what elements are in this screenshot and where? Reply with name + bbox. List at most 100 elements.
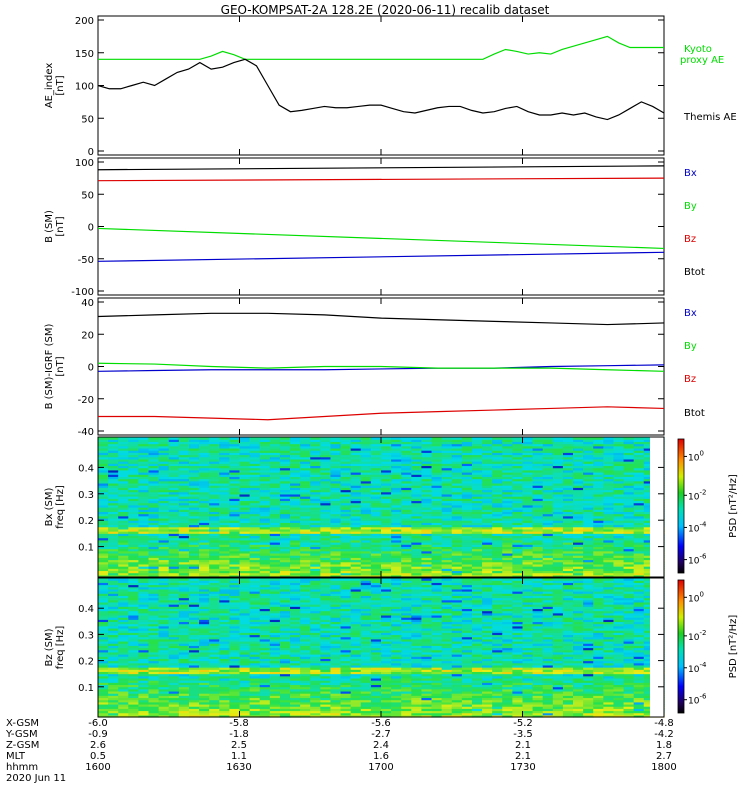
heatmap-cell [138,566,150,569]
heatmap-cell [209,680,220,683]
heatmap-cell [381,472,392,475]
heatmap-cell [98,443,109,447]
heatmap-cell [209,662,220,666]
heatmap-cell [411,566,423,569]
heatmap-cell [128,568,140,572]
heatmap-cell [290,520,301,523]
heatmap-cell [128,531,140,534]
heatmap-cell [512,552,524,556]
heatmap-cell [603,555,615,558]
heatmap-cell [441,456,453,460]
heatmap-cell [209,480,220,484]
heatmap-cell [643,574,655,578]
heatmap-cell [643,476,655,480]
series-line-by [97,362,665,372]
heatmap-cell [330,537,342,541]
heatmap-cell [229,714,241,718]
heatmap-cell [350,480,362,484]
heatmap-cell [249,489,261,493]
heatmap-cell [108,595,119,599]
heatmap-cell [381,568,392,572]
heatmap-cell [573,458,584,462]
heatmap-cell [562,563,574,567]
heatmap-cell [118,498,129,502]
heatmap-cell [209,599,220,603]
heatmap-cell [310,502,321,506]
heatmap-cell [300,482,311,486]
heatmap-cell [219,463,230,467]
heatmap-cell [573,507,584,510]
heatmap-cell [168,546,180,550]
heatmap-cell [482,491,493,495]
heatmap-cell [219,610,230,614]
heatmap-cell [340,515,352,519]
heatmap-cell [461,493,473,497]
heatmap-cell [512,561,524,565]
heatmap-cell [411,465,423,469]
heatmap-cell [148,651,160,655]
heatmap-cell [350,537,362,541]
heatmap-cell [188,487,200,491]
heatmap-cell [552,452,564,456]
heatmap-cell [310,535,321,539]
heatmap-cell [148,673,160,677]
heatmap-cell [168,537,180,541]
heatmap-cell [401,555,412,558]
heatmap-cell [249,482,261,486]
heatmap-cell [633,535,645,539]
heatmap-cell [209,504,220,508]
heatmap-cell [441,496,453,499]
series-line-btot [97,312,665,326]
heatmap-cell [532,498,544,502]
heatmap-cell [219,643,230,646]
heatmap-cell [98,500,109,504]
heatmap-cell [502,437,513,440]
heatmap-cell [199,443,210,447]
heatmap-cell [552,526,564,530]
heatmap-cell [482,542,493,545]
heatmap-cell [178,480,190,484]
heatmap-cell [148,472,160,475]
heatmap-cell [471,452,483,456]
heatmap-cell [360,461,372,464]
heatmap-cell [249,524,261,528]
heatmap-cell [421,498,433,502]
heatmap-cell [219,493,230,497]
heatmap-cell [148,597,160,601]
heatmap-cell [219,537,230,541]
heatmap-cell [320,544,332,547]
heatmap-cell [118,636,129,640]
heatmap-cell [562,524,574,528]
heatmap-cell [98,690,109,694]
heatmap-cell [178,686,190,690]
heatmap-cell [320,456,332,460]
heatmap-cell [229,559,241,563]
heatmap-cell [118,619,129,623]
heatmap-cell [532,570,544,574]
heatmap-cell [461,478,473,482]
heatmap-cell [188,638,200,642]
heatmap-cell [168,476,180,480]
heatmap-cell [98,636,109,640]
heatmap-cell [229,498,241,502]
heatmap-cell [542,563,554,567]
heatmap-cell [532,500,544,504]
heatmap-cell [310,507,321,510]
heatmap-cell [229,677,241,681]
heatmap-cell [532,447,544,451]
heatmap-cell [613,491,625,495]
heatmap-cell [199,693,210,696]
heatmap-cell [98,528,109,532]
heatmap-cell [158,480,170,484]
heatmap-cell [512,504,524,508]
heatmap-cell [583,478,594,482]
heatmap-cell [118,450,129,453]
heatmap-cell [219,570,230,574]
heatmap-cell [542,520,554,523]
heatmap-cell [542,447,554,451]
heatmap-cell [138,461,150,464]
heatmap-cell [148,710,160,714]
heatmap-cell [593,507,604,510]
heatmap-cell [411,504,423,508]
heatmap-cell [108,507,119,510]
